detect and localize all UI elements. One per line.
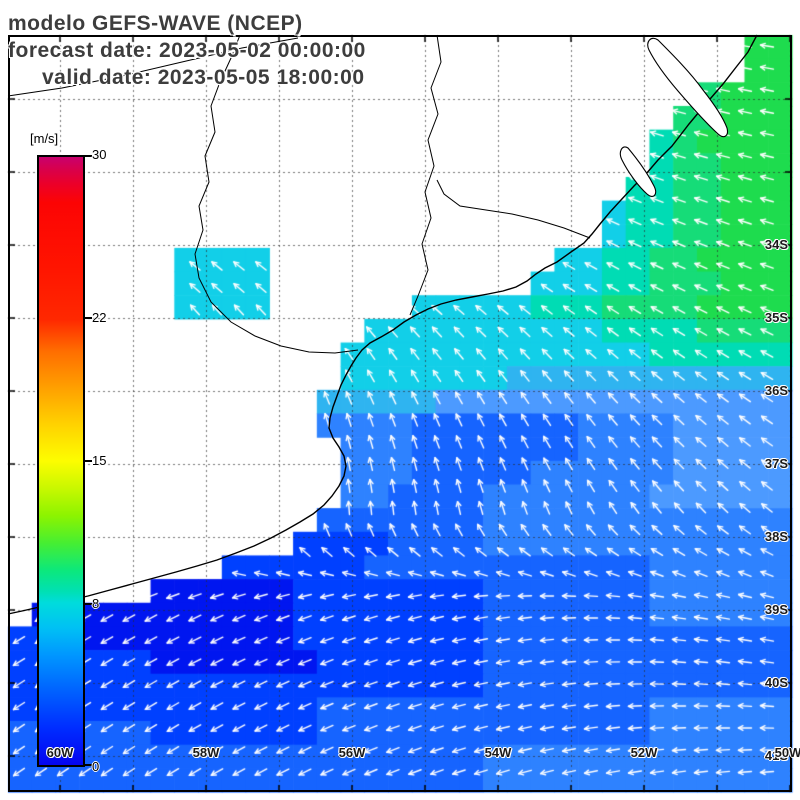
forecast-date-label: forecast date: 2023-05-02 00:00:00 — [8, 39, 366, 62]
latitude-label: 34S — [764, 237, 788, 252]
colorbar-tick-label: 30 — [92, 147, 107, 162]
latitude-label: 36S — [764, 383, 788, 398]
colorbar-tick-mark — [85, 602, 92, 605]
colorbar-tick-label: 8 — [92, 595, 100, 611]
latitude-label: 39S — [764, 602, 788, 617]
colorbar-tick-label: 22 — [92, 310, 107, 326]
longitude-label: 54W — [484, 745, 512, 760]
longitude-label: 50W — [774, 745, 800, 760]
colorbar — [37, 155, 85, 767]
longitude-label: 52W — [630, 745, 658, 760]
colorbar-tick-label: 15 — [92, 453, 107, 468]
latitude-label: 38S — [764, 529, 788, 544]
colorbar-unit-label: [m/s] — [28, 131, 61, 146]
latitude-label: 35S — [764, 310, 788, 325]
colorbar-tick-mark — [85, 460, 92, 462]
longitude-label: 58W — [192, 745, 220, 760]
colorbar-tick-label: 0 — [92, 759, 100, 774]
longitude-label: 56W — [338, 745, 366, 760]
latitude-label: 40S — [764, 675, 788, 690]
colorbar-tick-mark — [85, 155, 92, 157]
latitude-label: 37S — [764, 456, 788, 471]
valid-date-label: valid date: 2023-05-05 18:00:00 — [42, 66, 365, 89]
model-title: modelo GEFS-WAVE (NCEP) — [8, 12, 303, 35]
colorbar-tick-mark — [85, 764, 92, 766]
colorbar-tick-mark — [85, 317, 92, 320]
latitude-label: 41S — [764, 748, 788, 763]
longitude-label: 60W — [46, 745, 74, 760]
